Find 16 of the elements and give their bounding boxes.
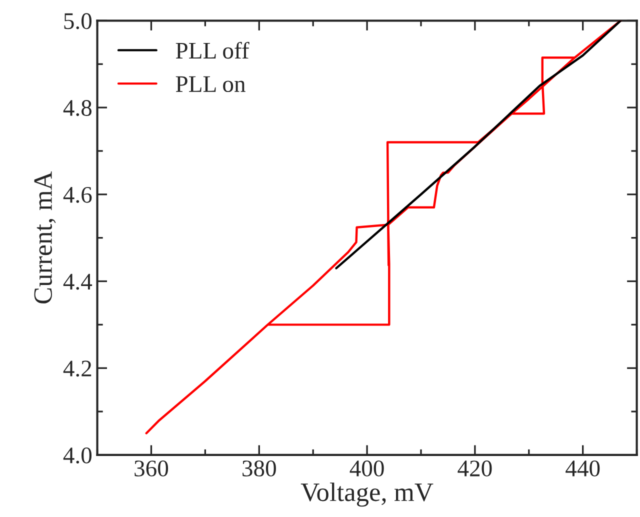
y-axis-title: Current, mA: [34, 171, 56, 304]
y-tick-label: 4.4: [63, 274, 92, 290]
y-tick-label: 5.0: [64, 13, 92, 30]
x-tick-label: 420: [458, 460, 492, 476]
legend-label: PLL off: [176, 42, 250, 59]
y-tick-label: 4.8: [63, 100, 92, 116]
y-tick-label: 4.2: [63, 360, 92, 377]
x-tick-label: 380: [242, 460, 276, 476]
x-tick-label: 360: [134, 460, 168, 476]
y-tick-label: 4.0: [63, 447, 92, 464]
x-tick-label: 440: [566, 460, 600, 476]
x-axis-title: Voltage, mV: [300, 482, 434, 507]
legend-label: PLL on: [176, 76, 246, 92]
x-tick-label: 400: [350, 460, 384, 476]
line-series: [335, 20, 622, 270]
y-tick-label: 4.6: [63, 186, 92, 203]
